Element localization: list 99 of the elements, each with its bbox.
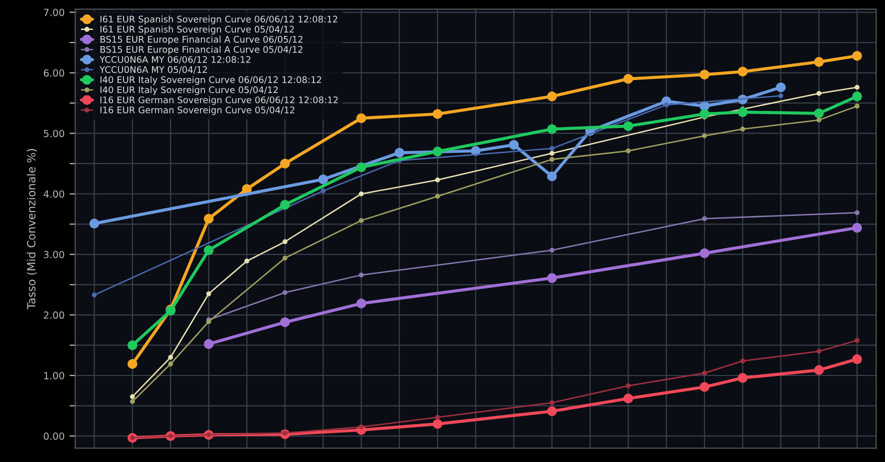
point (356, 113, 366, 124)
point (358, 218, 364, 223)
point (435, 194, 440, 199)
legend-label: I61 EUR Spanish Sovereign Curve 05/04/12 (100, 26, 294, 34)
point (852, 354, 862, 364)
legend-label: I16 EUR German Sovereign Curve 05/04/12 (100, 106, 294, 116)
point (356, 298, 366, 308)
point (280, 317, 290, 328)
point (550, 146, 554, 151)
point (130, 399, 135, 404)
point (816, 348, 822, 354)
y-tick-label: 4.00 (44, 190, 64, 198)
point (854, 338, 860, 343)
point (356, 162, 366, 172)
point (547, 124, 557, 134)
y-tick-label: 2.00 (44, 311, 64, 319)
point (623, 394, 634, 404)
y-tick-label: 7.00 (44, 8, 64, 16)
point (204, 339, 214, 349)
legend-label: BS15 EUR Europe Financial A Curve 06/05/12 (100, 36, 302, 44)
point (358, 191, 364, 196)
point (280, 158, 290, 168)
point (702, 216, 707, 222)
point (550, 150, 554, 156)
y-tick-label: 6.00 (44, 69, 64, 77)
point (130, 394, 135, 400)
point (282, 256, 288, 260)
point (244, 258, 250, 264)
point (282, 290, 288, 295)
point (282, 239, 288, 244)
point (852, 92, 862, 102)
point (854, 210, 860, 216)
point (852, 222, 862, 233)
legend-label: YCCU0N6A MY 06/06/12 12:08:12 (100, 56, 250, 64)
point (547, 406, 557, 416)
legend-label: I61 EUR Spanish Sovereign Curve 06/06/12 12:08:12 (100, 16, 338, 24)
point (432, 419, 442, 429)
point (664, 102, 669, 108)
point (168, 354, 174, 360)
point (550, 400, 554, 406)
point (702, 370, 707, 376)
point (358, 424, 364, 430)
point (547, 273, 557, 283)
legend-label: YCCU0N6A MY 05/04/12 (100, 66, 207, 74)
point (623, 74, 634, 84)
point (854, 84, 860, 90)
point (318, 174, 328, 184)
point (700, 70, 710, 80)
point (280, 200, 290, 210)
y-axis-title: Tasso (Mid Convenzionale %) (26, 149, 37, 310)
point (738, 66, 748, 76)
point (814, 57, 824, 67)
point (92, 292, 97, 298)
point (206, 291, 212, 296)
point (550, 248, 554, 253)
legend-label: I40 EUR Italy Sovereign Curve 06/06/12 12:08:12 (100, 76, 322, 85)
point (204, 245, 214, 256)
point (394, 148, 404, 158)
point (700, 109, 710, 119)
point (700, 248, 710, 258)
point (435, 178, 440, 182)
point (738, 373, 748, 383)
legend-label: I40 EUR Italy Sovereign Curve 05/04/12 (100, 86, 278, 95)
legend-label: BS15 EUR Europe Financial A Curve 05/04/12 (100, 46, 302, 55)
point (320, 188, 326, 194)
point (700, 382, 710, 392)
point (550, 156, 554, 162)
y-tick-label: 0.00 (44, 432, 64, 440)
point (778, 93, 784, 98)
y-tick-label: 3.00 (44, 250, 64, 258)
point (738, 107, 748, 118)
point (547, 92, 557, 102)
point (547, 171, 557, 182)
point (776, 82, 786, 92)
legend-label: I16 EUR German Sovereign Curve 06/06/12 12:08:12 (100, 96, 338, 106)
point (702, 133, 707, 138)
point (623, 121, 634, 131)
point (168, 362, 174, 366)
y-tick-label: 1.00 (44, 372, 64, 380)
y-tick-label: 5.00 (44, 130, 64, 138)
point (128, 359, 138, 369)
point (814, 108, 824, 118)
point (626, 383, 631, 388)
point (435, 414, 440, 420)
point (432, 109, 442, 119)
point (740, 358, 746, 364)
point (432, 146, 442, 156)
point (814, 365, 824, 375)
point (358, 272, 364, 278)
point (128, 340, 138, 350)
point (816, 118, 822, 122)
point (852, 50, 862, 61)
point (854, 104, 860, 109)
point (89, 218, 100, 228)
point (626, 148, 631, 154)
point (816, 90, 822, 96)
point (740, 126, 746, 132)
point (508, 140, 519, 150)
point (204, 214, 214, 224)
